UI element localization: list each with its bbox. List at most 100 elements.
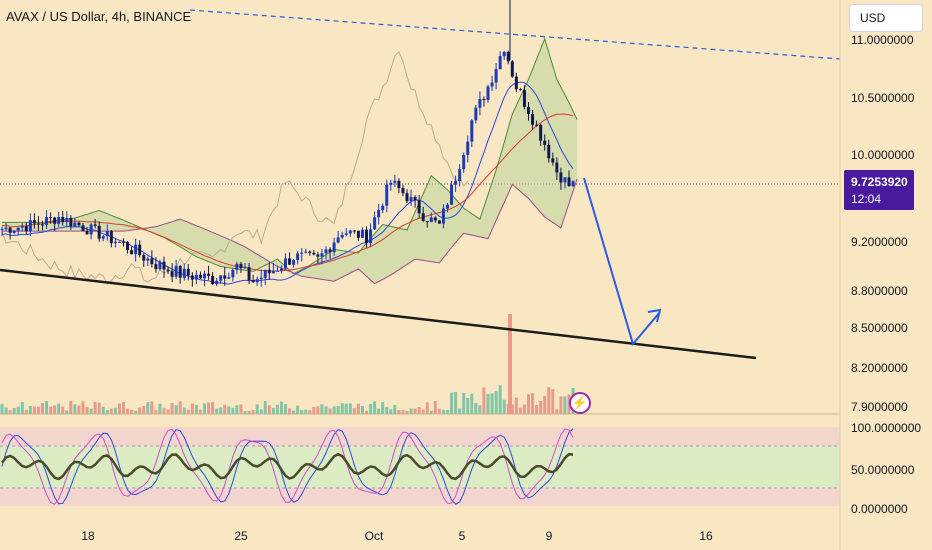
volume-bar [365,410,368,414]
price-axis-label: 10.5000000 [851,91,915,105]
volume-bar [259,409,263,414]
volume-bar [356,403,360,414]
volume-bar [28,406,32,414]
volume-bar [69,401,73,414]
candle-body [340,234,344,238]
projection-path [583,177,661,347]
volume-bar [312,406,316,414]
volume-bar [425,402,429,414]
candle-body [369,229,373,244]
candle-body [109,231,113,244]
candle-body [498,56,502,70]
candle-body [142,255,146,261]
candle-body [279,268,283,271]
candle-body [251,280,255,283]
volume-bar [142,406,146,414]
candle-body [433,217,437,221]
price-axis-label: 10.0000000 [851,148,915,162]
volume-bar [316,406,320,414]
candle-body [166,269,170,272]
currency-button[interactable]: USD [849,4,923,32]
candle-body [324,249,328,254]
candle-body [89,224,93,235]
candle-body [198,274,202,279]
volume-bar [117,403,121,414]
time-axis-label: 18 [81,529,95,543]
volume-bar [304,409,308,414]
candle-body [466,141,470,156]
volume-bar [263,401,267,414]
volume-bar [53,405,57,414]
candle-body [85,231,89,235]
volume-bar [170,403,174,414]
candle-body [105,231,109,237]
candle-body [138,244,142,256]
candle-body [61,217,65,223]
price-axis-label: 9.2000000 [851,235,908,249]
candle-body [535,124,539,126]
price-axis-label: 8.8000000 [851,284,908,298]
candle-body [20,226,24,228]
volume-bar [166,409,170,414]
time-axis-label: 25 [234,529,248,543]
candle-body [571,181,575,187]
oscillator-axis-label: 100.0000000 [851,421,921,435]
volume-bar [284,404,287,414]
volume-bar [344,403,348,414]
candle-body [243,267,247,269]
candle-body [336,237,340,243]
candle-body [543,140,547,145]
volume-bar [158,403,162,414]
candle-body [389,182,393,185]
volume-bar [292,410,296,414]
stochastic-d-line [1,428,574,505]
lightning-bolt-icon[interactable]: ⚡ [569,392,591,414]
volume-bar [433,401,437,414]
volume-bar [101,406,105,414]
candle-body [113,241,117,244]
candle-body [239,263,243,269]
ichimoku-cloud [2,38,578,284]
volume-bar [551,389,555,414]
candle-body [28,220,32,232]
candle-body [97,225,101,239]
candle-body [69,218,73,227]
candle-body [304,251,308,253]
symbol-title[interactable]: AVAX / US Dollar, 4h, BINANCE [6,9,192,24]
candle-body [454,181,458,185]
volume-bar [57,403,61,414]
candle-body [259,277,263,280]
volume-bar [340,403,344,414]
volume-bar [130,409,134,414]
candle-body [146,258,150,261]
candle-body [16,227,20,231]
volume-bar [547,387,551,414]
volume-bar [186,409,190,414]
candle-body [4,227,8,230]
volume-bar [535,404,539,414]
volume-bar [352,408,356,414]
volume-bar [134,410,138,414]
candle-body [328,249,332,253]
volume-bar [126,408,130,414]
volume-bar [478,405,482,414]
time-axis-label: 5 [459,529,466,543]
time-axis-label: Oct [365,529,384,543]
candle-body [559,172,563,183]
candle-body [429,217,433,223]
candle-body [514,76,518,90]
volume-bar [113,407,117,414]
last-price-badge: 9.7253920 12:04 [844,170,914,210]
candle-body [53,217,57,224]
candle-body [49,217,53,219]
volume-bar [421,409,425,414]
volume-bar [385,406,389,414]
volume-bar [373,401,377,414]
volume-bar [203,403,206,414]
volume-bar [486,393,490,414]
candle-body [77,222,81,226]
candle-body [482,99,486,101]
candle-body [494,69,498,83]
candle-body [458,169,462,182]
